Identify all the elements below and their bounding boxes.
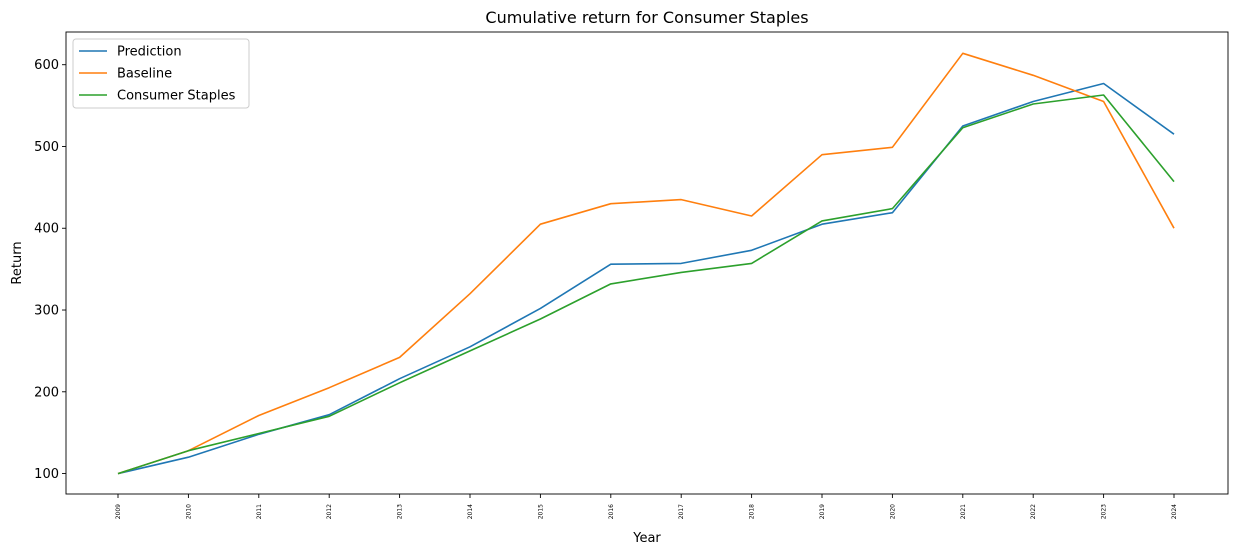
legend: Prediction Baseline Consumer Staples (72, 38, 250, 109)
x-tick-label: 2012 (326, 504, 333, 519)
x-tick-label: 2015 (537, 504, 544, 519)
chart-title: Cumulative return for Consumer Staples (485, 8, 808, 27)
x-tick-label: 2017 (678, 504, 685, 519)
x-tick-label: 2016 (608, 504, 615, 519)
series-line-1 (117, 52, 1175, 475)
plot-frame (65, 31, 1229, 495)
y-axis-title: Return (10, 241, 25, 284)
y-tick-label: 500 (34, 140, 59, 155)
legend-label-2: Consumer Staples (117, 89, 236, 104)
x-tick-label: 2014 (467, 504, 474, 519)
series-line-2 (117, 94, 1175, 475)
y-tick-label: 600 (34, 58, 59, 73)
x-tick-label: 2010 (185, 504, 192, 519)
x-tick-label: 2021 (960, 504, 967, 519)
x-tick-label: 2019 (819, 504, 826, 519)
legend-label-1: Baseline (117, 67, 172, 82)
x-tick-label: 2024 (1171, 504, 1178, 519)
legend-label-0: Prediction (117, 45, 182, 60)
x-tick-label: 2022 (1030, 504, 1037, 519)
x-tick-label: 2020 (889, 504, 896, 519)
x-tick-label: 2023 (1101, 504, 1108, 519)
y-tick-label: 400 (34, 222, 59, 237)
x-tick-label: 2011 (256, 504, 263, 519)
x-tick-label: 2009 (115, 504, 122, 519)
plot-area: 100 200 300 400 500 600 2009 2010 2011 2012 2013 20… (34, 31, 1229, 519)
x-tick-label: 2018 (749, 504, 756, 519)
x-tick-label: 2013 (397, 504, 404, 519)
y-tick-label: 100 (34, 467, 59, 482)
y-tick-label: 300 (34, 304, 59, 319)
legend-box (72, 38, 250, 109)
y-tick-label: 200 (34, 385, 59, 400)
x-axis-title: Year (632, 531, 661, 546)
